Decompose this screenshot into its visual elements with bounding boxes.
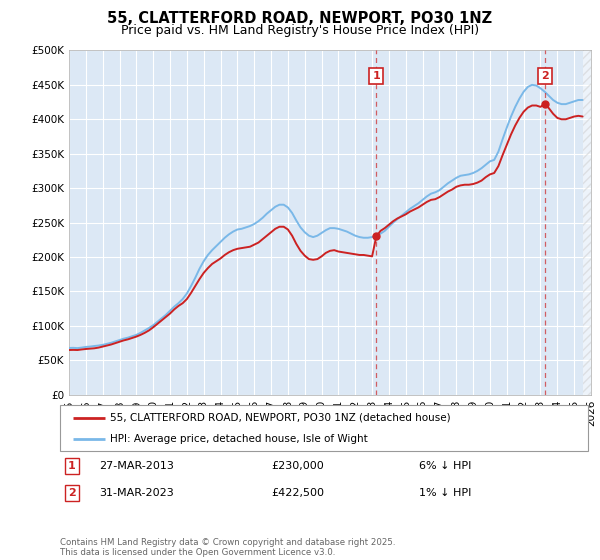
Text: 2: 2 — [541, 71, 548, 81]
Text: 1: 1 — [373, 71, 380, 81]
Text: 27-MAR-2013: 27-MAR-2013 — [100, 461, 175, 471]
Text: 55, CLATTERFORD ROAD, NEWPORT, PO30 1NZ (detached house): 55, CLATTERFORD ROAD, NEWPORT, PO30 1NZ … — [110, 413, 451, 423]
Text: 2: 2 — [68, 488, 76, 498]
Text: £422,500: £422,500 — [271, 488, 324, 498]
Text: 55, CLATTERFORD ROAD, NEWPORT, PO30 1NZ: 55, CLATTERFORD ROAD, NEWPORT, PO30 1NZ — [107, 11, 493, 26]
Text: 1: 1 — [68, 461, 76, 471]
Text: 31-MAR-2023: 31-MAR-2023 — [100, 488, 175, 498]
Bar — [583, 50, 591, 395]
Text: £230,000: £230,000 — [271, 461, 324, 471]
Text: Contains HM Land Registry data © Crown copyright and database right 2025.
This d: Contains HM Land Registry data © Crown c… — [60, 538, 395, 557]
Text: 1% ↓ HPI: 1% ↓ HPI — [419, 488, 472, 498]
Text: Price paid vs. HM Land Registry's House Price Index (HPI): Price paid vs. HM Land Registry's House … — [121, 24, 479, 36]
Text: HPI: Average price, detached house, Isle of Wight: HPI: Average price, detached house, Isle… — [110, 435, 368, 444]
Text: 6% ↓ HPI: 6% ↓ HPI — [419, 461, 472, 471]
